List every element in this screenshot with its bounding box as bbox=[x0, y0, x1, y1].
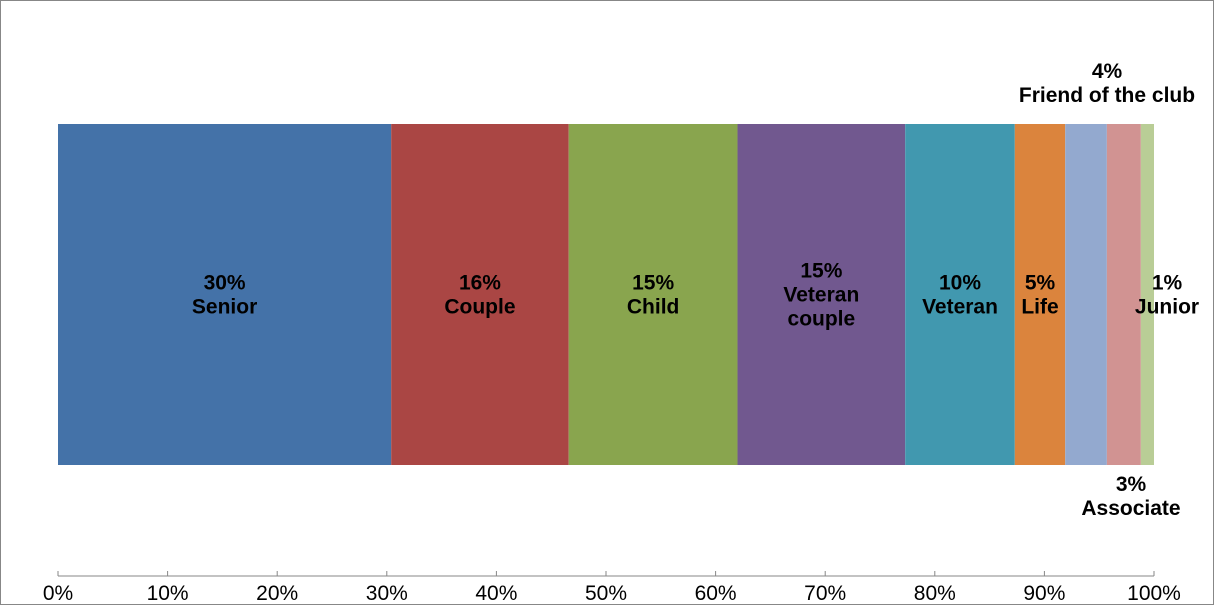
x-tick-label: 80% bbox=[914, 582, 956, 605]
segment-name-child: Child bbox=[627, 296, 680, 319]
segment-name-life: Life bbox=[1021, 296, 1058, 319]
bar-segment-life bbox=[1014, 124, 1066, 465]
segment-percent-veteran: 10% bbox=[939, 272, 981, 295]
segment-label-associate: 3% Associate bbox=[1081, 473, 1180, 520]
segment-label-junior: 1% Junior bbox=[1135, 272, 1199, 319]
x-tick-label: 100% bbox=[1127, 582, 1181, 605]
segment-name-veteran-couple: Veteran bbox=[783, 284, 859, 307]
bar-segment-senior bbox=[58, 124, 392, 465]
segment-label-friend-of-the-club: 4% Friend of the club bbox=[1019, 60, 1195, 107]
segment-percent-senior: 30% bbox=[204, 272, 246, 295]
x-tick-label: 0% bbox=[43, 582, 73, 605]
x-tick-label: 70% bbox=[804, 582, 846, 605]
segment-percent-veteran-couple: 15% bbox=[800, 260, 842, 283]
bar-segments bbox=[58, 124, 1154, 465]
bar-segment-friend-of-the-club bbox=[1065, 124, 1107, 465]
bar-segment-child bbox=[568, 124, 738, 465]
x-tick-label: 60% bbox=[695, 582, 737, 605]
x-tick-label: 10% bbox=[147, 582, 189, 605]
segment-label-senior: 30% Senior bbox=[192, 272, 257, 319]
segment-percent-associate: 3% bbox=[1116, 473, 1147, 496]
x-axis: 0% 10% 20% 30% 40% 50% 60% 70% 80% 90% 100% bbox=[43, 571, 1181, 605]
segment-name-veteran-couple: couple bbox=[788, 308, 856, 331]
bar-segment-associate bbox=[1106, 124, 1141, 465]
segment-label-child: 15% Child bbox=[627, 272, 680, 319]
segment-percent-child: 15% bbox=[632, 272, 674, 295]
segment-percent-junior: 1% bbox=[1152, 272, 1183, 295]
x-tick-label: 50% bbox=[585, 582, 627, 605]
bar-segment-couple bbox=[391, 124, 569, 465]
bar-segment-veteran-couple bbox=[737, 124, 906, 465]
x-tick-label: 40% bbox=[475, 582, 517, 605]
x-tick-label: 30% bbox=[366, 582, 408, 605]
segment-percent-life: 5% bbox=[1025, 272, 1056, 295]
segment-percent-couple: 16% bbox=[459, 272, 501, 295]
segment-label-life: 5% Life bbox=[1021, 272, 1058, 319]
segment-label-couple: 16% Couple bbox=[444, 272, 515, 319]
bar-segment-junior bbox=[1140, 124, 1154, 465]
bar-segment-veteran bbox=[905, 124, 1015, 465]
segment-label-veteran: 10% Veteran bbox=[922, 272, 998, 319]
segment-name-junior: Junior bbox=[1135, 296, 1199, 319]
x-tick-label: 20% bbox=[256, 582, 298, 605]
segment-name-senior: Senior bbox=[192, 296, 257, 319]
segment-name-associate: Associate bbox=[1081, 497, 1180, 520]
segment-name-couple: Couple bbox=[444, 296, 515, 319]
segment-name-friend-of-the-club: Friend of the club bbox=[1019, 84, 1195, 107]
segment-percent-friend-of-the-club: 4% bbox=[1092, 60, 1123, 83]
segment-name-veteran: Veteran bbox=[922, 296, 998, 319]
segment-label-veteran-couple: 15% Veteran couple bbox=[783, 260, 859, 331]
x-tick-label: 90% bbox=[1023, 582, 1065, 605]
